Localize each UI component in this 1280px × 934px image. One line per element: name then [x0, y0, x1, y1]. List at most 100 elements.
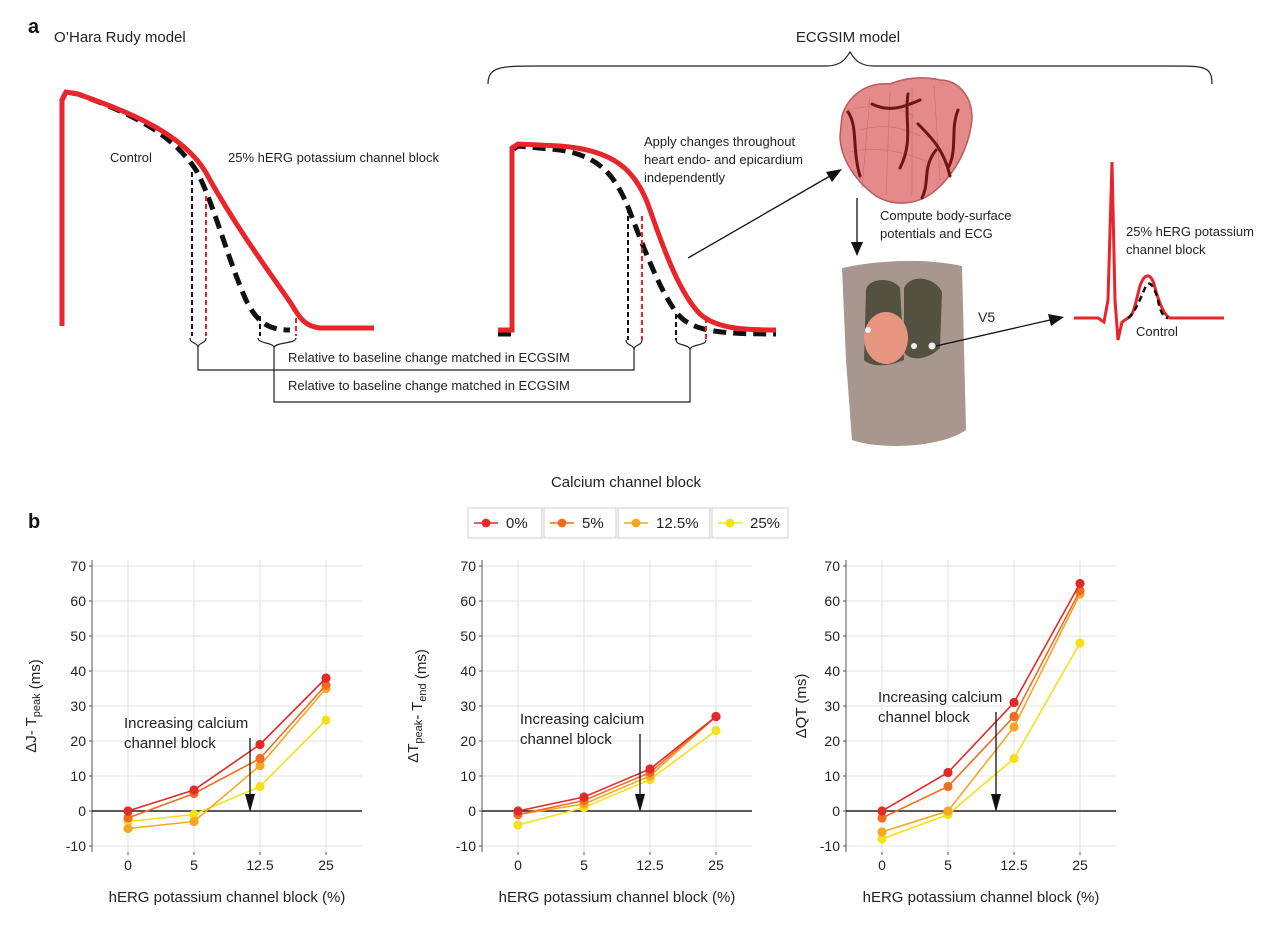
- legend-swatch-dot: [725, 518, 735, 528]
- series-line: [881, 583, 1081, 812]
- data-point: [1009, 753, 1019, 764]
- y-tick-label: 50: [824, 628, 840, 644]
- legend-title: Calcium channel block: [551, 474, 702, 491]
- x-axis-label: hERG potassium channel block (%): [499, 889, 736, 906]
- x-tick-label: 25: [1072, 857, 1088, 873]
- y-tick-label: 0: [832, 803, 840, 819]
- y-tick-label: 40: [70, 663, 86, 679]
- x-axis-label: hERG potassium channel block (%): [109, 889, 346, 906]
- compute-arrow-head: [851, 242, 863, 256]
- apply-arrow-line: [687, 175, 831, 259]
- data-point: [255, 781, 265, 792]
- y-axis-label: ΔQT (ms): [793, 674, 810, 739]
- control-label: Control: [110, 150, 152, 165]
- heart-icon: [839, 77, 973, 204]
- series-line: [127, 677, 327, 812]
- panel-a-label: a: [28, 16, 40, 38]
- annotation-arrow-head: [635, 794, 645, 812]
- legend-item-label: 12.5%: [656, 515, 699, 532]
- data-point: [189, 785, 199, 795]
- series-line: [517, 715, 717, 812]
- data-point: [123, 813, 133, 823]
- brace-right-1: [625, 339, 643, 351]
- y-tick-label: 20: [824, 733, 840, 749]
- v5-electrode: [928, 342, 936, 350]
- y-tick-label: 60: [460, 593, 476, 609]
- series-line: [881, 593, 1081, 833]
- legend-swatch-dot: [631, 518, 641, 528]
- note-1-bg: [282, 348, 622, 366]
- data-point: [189, 809, 199, 820]
- y-tick-label: 10: [460, 768, 476, 784]
- data-point: [877, 827, 887, 837]
- y-tick-label: 60: [70, 593, 86, 609]
- y-tick-label: 50: [70, 628, 86, 644]
- legend-item-label: 0%: [506, 515, 528, 532]
- legend-item-label: 25%: [750, 515, 780, 532]
- control-trace: [59, 89, 291, 333]
- data-point: [255, 739, 265, 750]
- x-tick-label: 5: [580, 857, 588, 873]
- data-point: [321, 673, 331, 683]
- brace-left-1: [189, 337, 207, 349]
- ohara-title: O’Hara Rudy model: [54, 29, 186, 46]
- y-tick-label: 20: [460, 733, 476, 749]
- data-point: [321, 715, 331, 725]
- x-tick-label: 25: [318, 857, 334, 873]
- data-point: [123, 806, 133, 816]
- chart-tpeak-tend: -10 0 10 20 30 40 50 60 70 0 5 12.5 25 Increasing cal…: [405, 558, 752, 906]
- x-tick-label: 0: [878, 857, 886, 873]
- series-line: [881, 590, 1081, 819]
- y-tick-label: 10: [824, 768, 840, 784]
- series-line: [517, 715, 717, 816]
- x-tick-label: 12.5: [636, 857, 663, 873]
- ecg-arrow-line: [935, 319, 1051, 347]
- y-tick-label: 70: [70, 558, 86, 574]
- compute-text: Compute body-surface potentials and ECG: [880, 208, 1015, 241]
- lead-label: V5: [978, 309, 995, 325]
- ecg-trace: [1074, 161, 1224, 341]
- legend-swatch-dot: [481, 518, 491, 528]
- connector-2: [273, 348, 691, 403]
- data-point: [645, 764, 655, 774]
- x-tick-label: 25: [708, 857, 724, 873]
- ecg-arrow-head: [1048, 314, 1064, 326]
- data-point: [255, 753, 265, 764]
- ecg-control-label: Control: [1136, 324, 1178, 339]
- ecgsim-control-trace: [498, 143, 777, 337]
- x-tick-label: 5: [944, 857, 952, 873]
- ecgsim-block-trace: [498, 141, 777, 333]
- apply-changes-text: Apply changes throughout heart endo- and…: [644, 134, 807, 185]
- y-tick-label: 30: [824, 698, 840, 714]
- data-point: [711, 711, 721, 722]
- block-trace: [59, 89, 374, 331]
- y-axis-label: ΔJ- Tpeak (ms): [23, 659, 44, 753]
- data-point: [189, 816, 199, 827]
- data-point: [123, 823, 133, 834]
- annotation-text: Increasing calcium channel block: [124, 715, 248, 752]
- x-tick-label: 12.5: [246, 857, 273, 873]
- y-tick-label: 30: [460, 698, 476, 714]
- y-tick-label: 50: [460, 628, 476, 644]
- ohara-action-potential: Control 25% hERG potassium channel block: [59, 89, 440, 336]
- data-point: [1075, 638, 1085, 648]
- series-line: [881, 642, 1081, 840]
- y-tick-label: 40: [824, 663, 840, 679]
- legend-item-label: 5%: [582, 515, 604, 532]
- legend: 0% 5% 12.5% 25%: [467, 507, 789, 539]
- data-point: [877, 813, 887, 823]
- apply-arrow-head: [826, 169, 842, 182]
- ecg-block-label: 25% hERG potassium channel block: [1126, 224, 1258, 257]
- x-tick-label: 0: [124, 857, 132, 873]
- data-point: [1009, 722, 1019, 732]
- ecgsim-brace: [487, 50, 1213, 85]
- y-tick-label: 30: [70, 698, 86, 714]
- y-tick-label: 0: [468, 803, 476, 819]
- brace-right-2: [675, 339, 707, 351]
- y-axis-label: ΔTpeak- Tend (ms): [405, 649, 430, 763]
- y-tick-label: 40: [460, 663, 476, 679]
- block-label: 25% hERG potassium channel block: [228, 150, 440, 165]
- y-tick-label: -10: [66, 838, 86, 854]
- data-point: [579, 792, 589, 802]
